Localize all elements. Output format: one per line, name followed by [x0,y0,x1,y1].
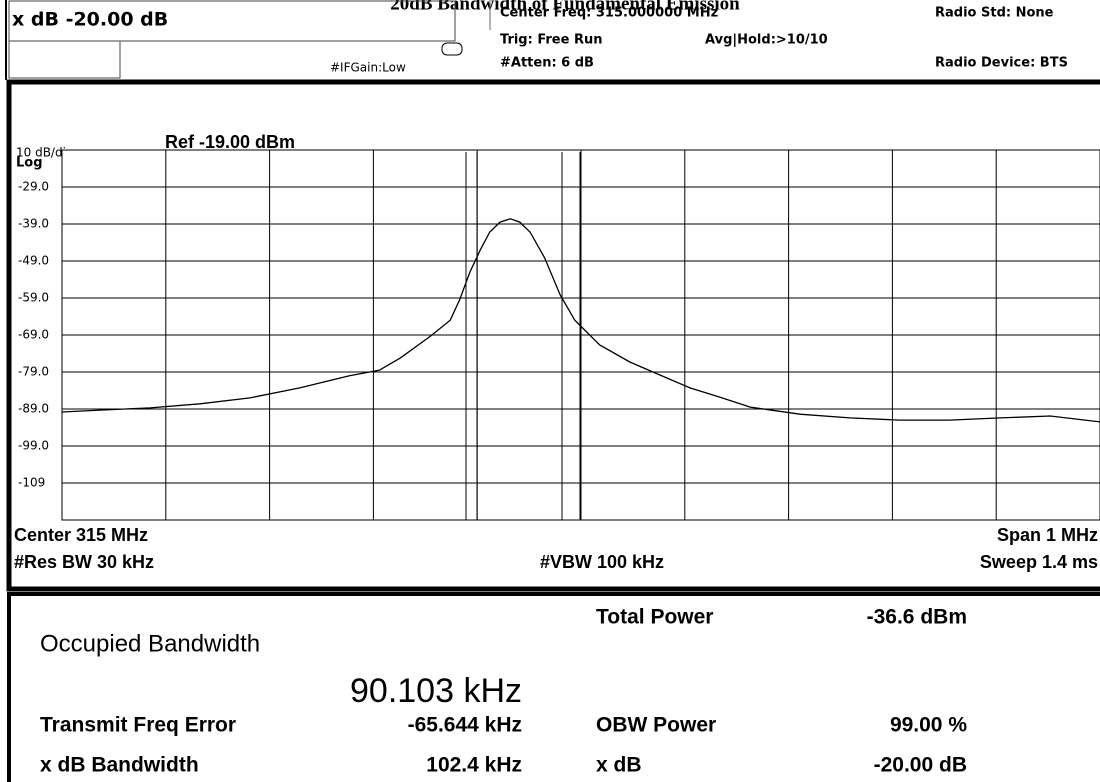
res-bw: #Res BW 30 kHz [14,552,154,572]
y-tick-label: -59.0 [18,291,49,305]
freq-error-value: -65.644 kHz [408,714,522,737]
y-tick-label: -89.0 [18,402,49,416]
center-label: Center 315 MHz [14,525,148,545]
log: Log [16,156,43,171]
freq-error-label: Transmit Freq Error [40,714,236,737]
results-panel [7,592,1100,782]
vbw: #VBW 100 kHz [540,552,664,572]
y-tick-label: -109 [18,476,45,490]
radio-device: Radio Device: BTS [935,56,1068,71]
input-box [8,40,121,79]
y-tick-label: -79.0 [18,365,49,379]
span-label: Span 1 MHz [997,525,1098,545]
plot-area: -29.0 -39.0 -49.0 -59.0 -69.0 -79.0 -89.0 -99.0… [18,149,1100,521]
obw-value: 90.103 kHz [350,672,522,710]
sweep: Sweep 1.4 ms [980,552,1098,572]
obw-label: Occupied Bandwidth [40,630,260,657]
ref-level: Ref -19.00 dBm [165,132,295,152]
xdb-bw-value: 102.4 kHz [426,754,522,777]
y-tick-label: -29.0 [18,180,49,194]
y-tick-label: -49.0 [18,254,49,268]
xdb-setting: x dB -20.00 dB [12,9,168,31]
ifgain: #IFGain:Low [330,61,406,75]
radio-std: Radio Std: None [935,6,1054,21]
obw-power-label: OBW Power [596,714,716,737]
total-power-label: Total Power [596,606,713,629]
trig: Trig: Free Run [500,33,602,48]
icon [441,42,463,56]
xdb-value: -20.00 dB [874,754,967,777]
total-power-value: -36.6 dBm [867,606,967,629]
y-tick-label: -69.0 [18,328,49,342]
avg-hold: Avg|Hold:>10/10 [705,33,828,48]
atten: #Atten: 6 dB [500,56,594,71]
xdb-box [8,0,456,42]
y-tick-label: -99.0 [18,439,49,453]
center-freq: Center Freq: 315.000000 MHz [500,6,718,21]
xdb-label: x dB [596,754,642,777]
xdb-bw-label: x dB Bandwidth [40,754,199,777]
trace [61,218,1100,423]
obw-power-value: 99.00 % [890,714,967,737]
title: 20dB Bandwidth of Fundamental Emission [390,0,740,14]
scale: 10 dB/div [16,146,73,160]
y-tick-label: -39.0 [18,217,49,231]
